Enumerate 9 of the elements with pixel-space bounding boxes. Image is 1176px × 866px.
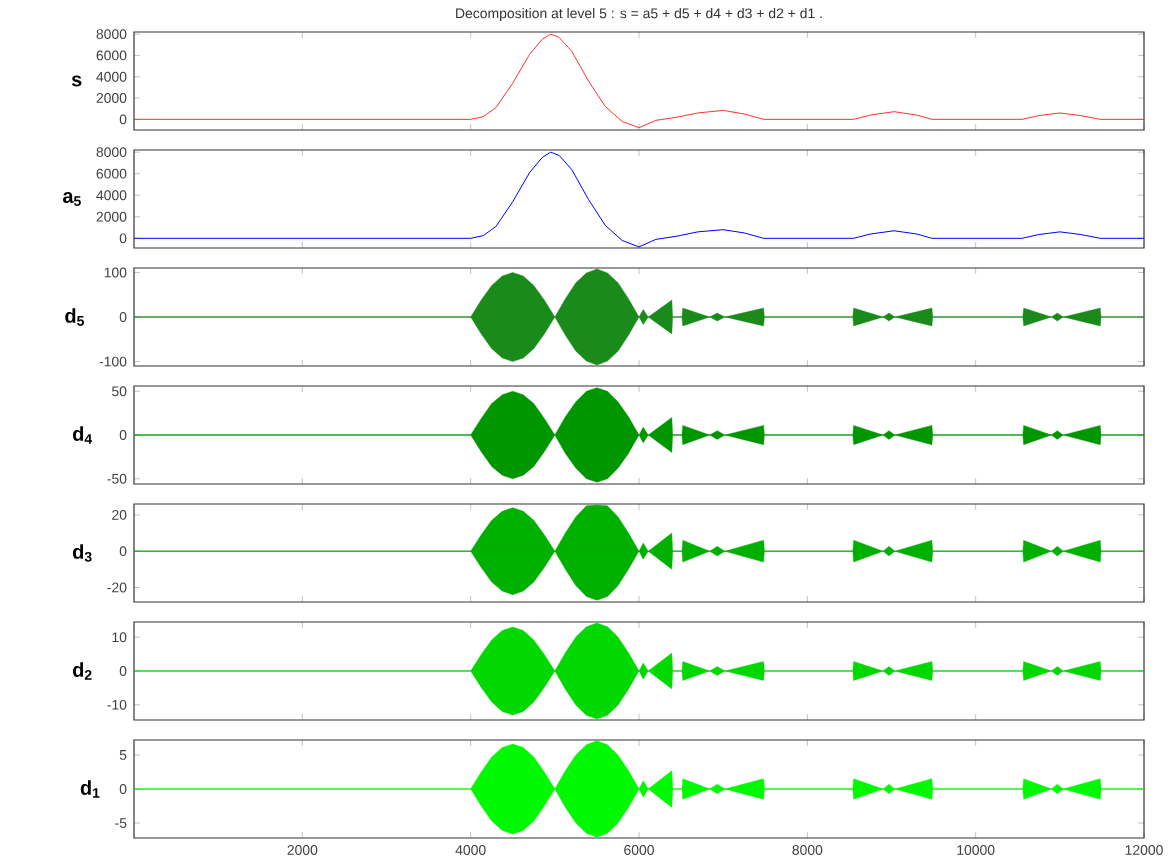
y-axis-title: d$_{3}$	[73, 544, 92, 562]
y-axis-title: d$_{2}$	[73, 662, 92, 680]
y-axis-title: a$_{5}$	[63, 192, 81, 206]
y-axis-title: d$_{4}$	[73, 426, 93, 444]
y-axis-title: d$_{1}$	[80, 780, 100, 798]
line-series	[134, 151, 1145, 248]
y-axis-title: d$_{5}$	[65, 308, 84, 326]
y-axis-title: s	[71, 75, 82, 87]
line-series	[134, 33, 1145, 129]
